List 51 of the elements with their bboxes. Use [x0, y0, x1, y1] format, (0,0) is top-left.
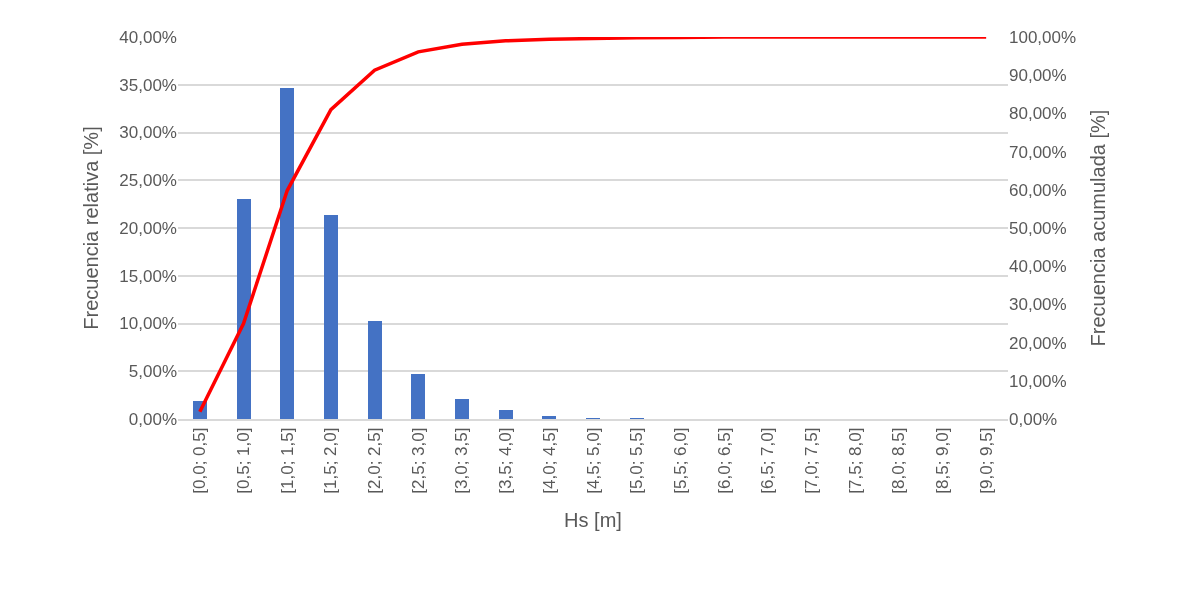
y2-tick-label: 20,00%	[1009, 333, 1067, 353]
x-tick-label: [6,0; 6,5]	[714, 427, 734, 494]
x-tick-label: [8,5; 9,0]	[932, 427, 952, 494]
y2-tick-label: 0,00%	[1009, 409, 1058, 429]
bar	[280, 88, 294, 419]
x-tick-label: [7,5; 8,0]	[845, 427, 865, 494]
x-axis-title: Hs [m]	[564, 508, 622, 531]
y2-tick-label: 10,00%	[1009, 371, 1067, 391]
y-tick-label: 35,00%	[119, 75, 177, 95]
y-tick-label: 20,00%	[119, 218, 177, 238]
bar	[368, 321, 382, 419]
x-tick-label: [0,5; 1,0]	[234, 427, 254, 494]
bar	[324, 215, 338, 419]
y2-tick-label: 40,00%	[1009, 257, 1067, 277]
y2-axis-title: Frecuencia acumulada [%]	[1086, 109, 1109, 347]
y-tick-label: 40,00%	[119, 27, 177, 47]
x-tick-label: [4,5; 5,0]	[583, 427, 603, 494]
x-tick-label: [6,5; 7,0]	[758, 427, 778, 494]
x-tick-label: [9,0; 9,5]	[976, 427, 996, 494]
y2-tick-label: 100,00%	[1009, 27, 1077, 47]
y2-tick-label: 30,00%	[1009, 295, 1067, 315]
y-axis-title: Frecuencia relativa [%]	[79, 126, 102, 330]
y2-tick-label: 50,00%	[1009, 218, 1067, 238]
bar	[542, 416, 556, 419]
y-tick-label: 5,00%	[128, 362, 177, 382]
y2-tick-label: 80,00%	[1009, 104, 1067, 124]
x-tick-label: [5,0; 5,5]	[627, 427, 647, 494]
bar	[237, 199, 251, 419]
y-tick-label: 25,00%	[119, 171, 177, 191]
y2-tick-label: 90,00%	[1009, 66, 1067, 86]
bar	[499, 410, 513, 419]
x-tick-label: [7,0; 7,5]	[801, 427, 821, 494]
x-tick-label: [1,5; 2,0]	[321, 427, 341, 494]
y-tick-label: 15,00%	[119, 266, 177, 286]
x-tick-label: [8,0; 8,5]	[889, 427, 909, 494]
y-tick-label: 30,00%	[119, 123, 177, 143]
x-tick-label: [3,0; 3,5]	[452, 427, 472, 494]
line-series	[198, 37, 988, 414]
y-tick-label: 10,00%	[119, 314, 177, 334]
x-tick-label: [2,0; 2,5]	[365, 427, 385, 494]
x-tick-label: [2,5; 3,0]	[408, 427, 428, 494]
bar	[411, 374, 425, 419]
x-tick-label: [5,5; 6,0]	[670, 427, 690, 494]
y2-tick-label: 60,00%	[1009, 180, 1067, 200]
x-tick-label: [0,0; 0,5]	[190, 427, 210, 494]
x-tick-label: [1,0; 1,5]	[277, 427, 297, 494]
x-tick-label: [4,0; 4,5]	[539, 427, 559, 494]
bar	[455, 399, 469, 419]
y2-tick-label: 70,00%	[1009, 142, 1067, 162]
y-tick-label: 0,00%	[128, 409, 177, 429]
x-tick-label: [3,5; 4,0]	[496, 427, 516, 494]
